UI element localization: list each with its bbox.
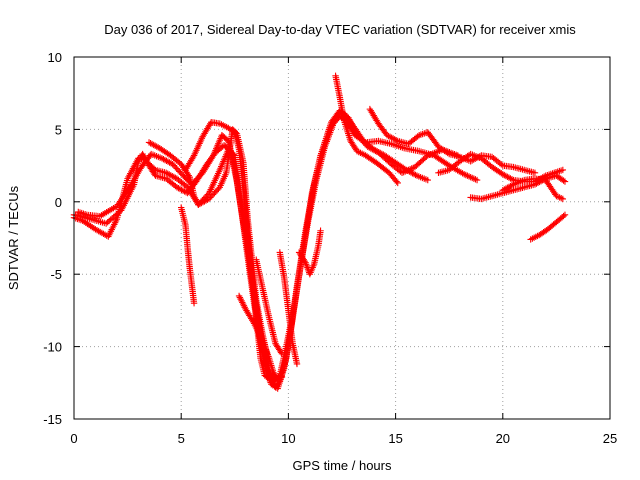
grid-lines — [74, 57, 610, 419]
x-tick-label: 5 — [178, 431, 185, 446]
y-tick-label: 5 — [55, 122, 62, 137]
y-tick-label: -10 — [43, 340, 62, 355]
x-tick-label: 25 — [603, 431, 617, 446]
data-series-pass-h — [253, 256, 286, 358]
data-series-pass-a — [70, 113, 481, 391]
data-series-pass-j — [295, 227, 324, 278]
axis-ticks — [73, 56, 611, 420]
y-tick-label: 0 — [55, 195, 62, 210]
data-series-pass-i — [276, 249, 301, 368]
data-series-pass-p — [527, 211, 569, 243]
chart-title: Day 036 of 2017, Sidereal Day-to-day VTE… — [104, 22, 576, 37]
x-tick-label: 20 — [496, 431, 510, 446]
axis-tick-labels: 0 5 10 15 20 25 -15 -10 -5 0 5 10 — [43, 50, 617, 446]
x-tick-label: 15 — [388, 431, 402, 446]
x-axis-title: GPS time / hours — [293, 458, 392, 473]
x-tick-label: 0 — [70, 431, 77, 446]
plot-frame — [73, 56, 611, 420]
data-series-pass-o — [499, 175, 567, 203]
y-tick-label: 10 — [48, 50, 62, 65]
data-points — [70, 72, 569, 392]
y-tick-label: -5 — [50, 267, 62, 282]
y-tick-label: -15 — [43, 412, 62, 427]
data-series-pass-g — [235, 292, 286, 384]
data-series-pass-l — [366, 105, 539, 177]
data-series-pass-n — [467, 172, 569, 203]
x-tick-label: 10 — [281, 431, 295, 446]
data-series-pass-e — [182, 118, 273, 382]
y-axis-title: SDTVAR / TECUs — [6, 185, 21, 290]
data-series-pass-f — [178, 204, 198, 307]
data-series-pass-k — [332, 72, 401, 187]
